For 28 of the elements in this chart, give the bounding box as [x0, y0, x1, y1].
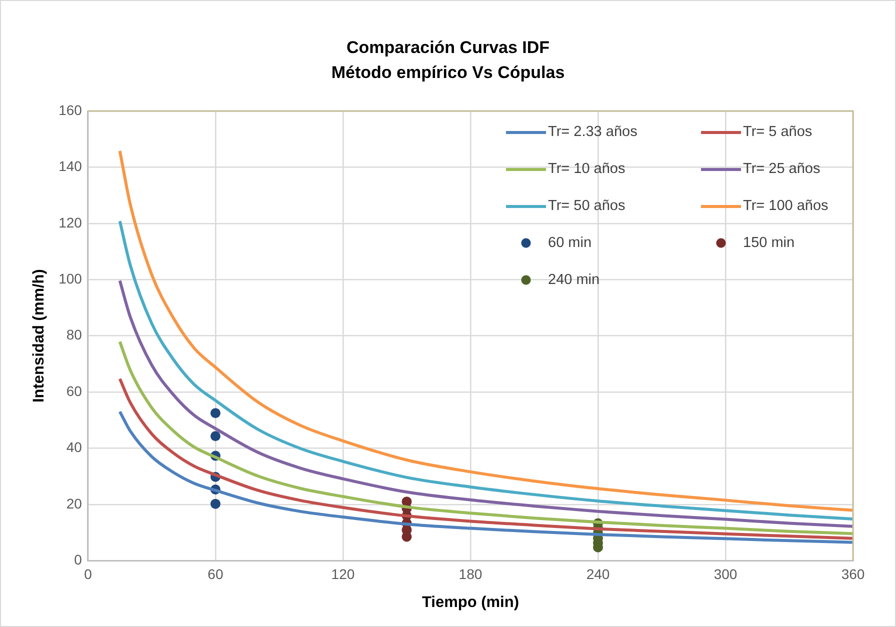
- y-tick-label: 80: [66, 326, 82, 343]
- x-axis-title: Tiempo (min): [422, 594, 519, 611]
- legend-label: 240 min: [548, 272, 600, 288]
- y-tick-label: 40: [66, 439, 82, 456]
- legend-label: 60 min: [548, 235, 592, 251]
- x-tick-label: 240: [586, 566, 610, 582]
- legend-label: Tr= 5 años: [743, 124, 812, 140]
- y-tick-label: 120: [58, 214, 82, 230]
- legend-label: Tr= 100 años: [743, 198, 828, 214]
- legend-label: Tr= 50 años: [548, 198, 626, 214]
- x-tick-label: 300: [714, 566, 738, 582]
- chart-title: Comparación Curvas IDF Método empírico Vs Cópulas: [330, 37, 566, 84]
- y-tick-label: 60: [66, 382, 82, 399]
- x-tick-label: 120: [331, 566, 355, 582]
- y-tick-label: 100: [58, 270, 82, 286]
- y-axis-title: Intensidad (mm/h): [30, 269, 48, 403]
- legend-label: Tr= 2.33 años: [548, 124, 638, 140]
- x-tick-label: 60: [208, 566, 224, 582]
- y-tick-label: 160: [58, 102, 82, 118]
- y-tick-label: 0: [74, 551, 82, 568]
- y-tick-label: 140: [58, 158, 82, 174]
- legend-label: Tr= 25 años: [743, 161, 820, 177]
- x-tick-label: 180: [458, 566, 482, 582]
- x-tick-label: 360: [841, 566, 865, 582]
- legend-label: 150 min: [743, 235, 795, 251]
- x-tick-label: 0: [84, 566, 92, 582]
- y-tick-label: 20: [66, 495, 82, 512]
- legend-label: Tr= 10 años: [548, 161, 626, 177]
